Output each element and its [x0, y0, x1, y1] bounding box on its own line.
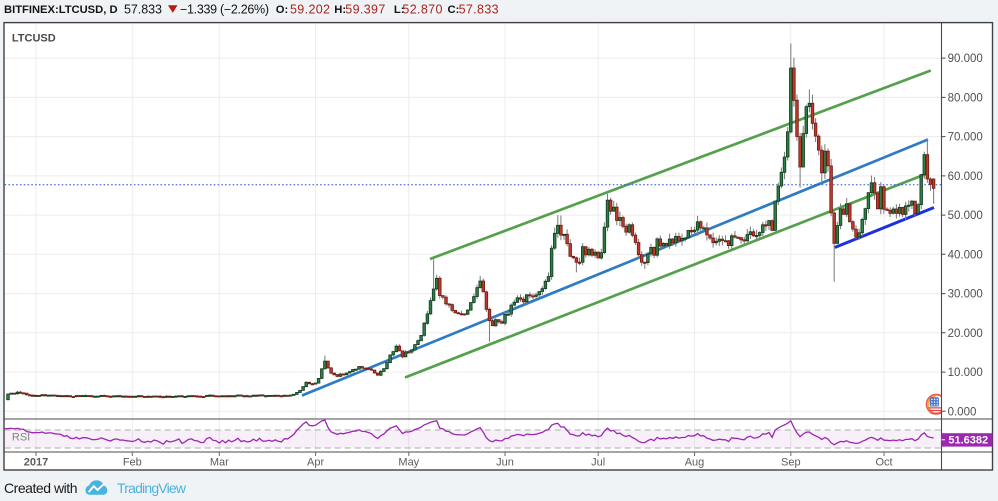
svg-text:Jun: Jun	[496, 457, 514, 469]
svg-text:51.6382: 51.6382	[948, 435, 988, 447]
svg-text:Jul: Jul	[591, 457, 605, 469]
svg-text:2017: 2017	[24, 457, 48, 469]
svg-text:Aug: Aug	[685, 457, 705, 469]
svg-text:10.000: 10.000	[948, 367, 983, 379]
svg-text:Created with: Created with	[4, 480, 78, 496]
svg-text:H:: H:	[334, 4, 346, 16]
svg-text:RSI: RSI	[12, 432, 30, 444]
svg-text:40.000: 40.000	[948, 249, 983, 261]
svg-text:L:: L:	[394, 4, 405, 16]
svg-text:TradingView: TradingView	[117, 480, 187, 496]
svg-text:70.000: 70.000	[948, 132, 983, 144]
svg-text:O:: O:	[276, 4, 288, 16]
svg-text:90.000: 90.000	[948, 53, 983, 65]
svg-text:80.000: 80.000	[948, 93, 983, 105]
svg-text:59.202: 59.202	[290, 2, 330, 16]
svg-text:57.833: 57.833	[124, 2, 162, 16]
svg-text:20.000: 20.000	[948, 328, 983, 340]
svg-text:BITFINEX:LTCUSD, D: BITFINEX:LTCUSD, D	[4, 4, 118, 16]
svg-text:LTCUSD: LTCUSD	[12, 33, 56, 45]
svg-text:52.870: 52.870	[402, 2, 442, 16]
svg-text:30.000: 30.000	[948, 289, 983, 301]
svg-text:Sep: Sep	[781, 457, 801, 469]
svg-text:Feb: Feb	[123, 457, 142, 469]
svg-text:0.000: 0.000	[948, 406, 977, 418]
svg-text:50.000: 50.000	[948, 210, 983, 222]
svg-text:May: May	[398, 457, 419, 469]
svg-text:C:: C:	[448, 4, 460, 16]
svg-text:Apr: Apr	[307, 457, 324, 469]
svg-text:60.000: 60.000	[948, 171, 983, 183]
svg-text:57.833: 57.833	[459, 2, 499, 16]
svg-text:59.397: 59.397	[345, 2, 385, 16]
svg-text:−1.339 (−2.26%): −1.339 (−2.26%)	[180, 2, 269, 16]
svg-text:Oct: Oct	[875, 457, 892, 469]
svg-text:Mar: Mar	[210, 457, 229, 469]
